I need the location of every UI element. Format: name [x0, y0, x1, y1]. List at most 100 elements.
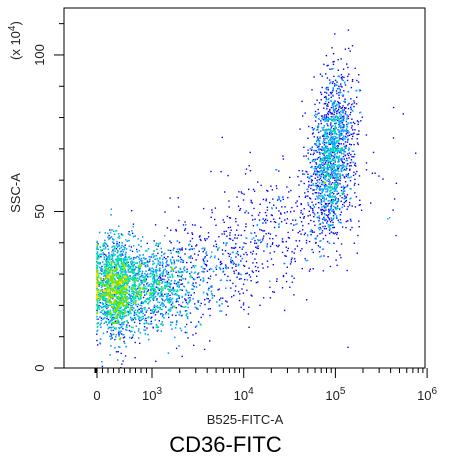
data-point	[277, 245, 279, 248]
data-point	[111, 322, 113, 325]
data-point	[175, 228, 177, 231]
data-point	[98, 293, 100, 295]
data-point	[131, 278, 133, 280]
data-point	[168, 279, 170, 281]
data-point	[260, 241, 263, 243]
data-point	[130, 264, 133, 266]
data-point	[312, 153, 314, 156]
data-point	[267, 266, 269, 268]
data-point	[279, 200, 282, 202]
data-point	[344, 138, 346, 140]
data-point	[130, 210, 133, 212]
data-point	[286, 218, 289, 220]
data-point	[307, 173, 309, 175]
data-point	[342, 68, 345, 70]
data-point	[255, 242, 258, 244]
data-point	[128, 239, 130, 242]
data-point	[165, 295, 168, 297]
data-point	[350, 188, 352, 190]
data-point	[176, 294, 179, 296]
data-point	[333, 113, 335, 116]
data-point	[102, 279, 104, 282]
data-point	[323, 165, 325, 168]
data-point	[121, 315, 123, 318]
data-point	[120, 276, 122, 278]
data-point	[181, 305, 183, 308]
data-point	[382, 178, 384, 180]
data-point	[270, 214, 273, 216]
data-point	[131, 336, 134, 338]
data-point	[320, 203, 323, 206]
data-point	[324, 225, 326, 227]
data-point	[331, 158, 334, 161]
data-point	[320, 208, 322, 211]
data-point	[154, 309, 156, 311]
data-point	[270, 258, 273, 260]
data-point	[370, 202, 372, 204]
data-point	[108, 286, 111, 288]
data-point	[110, 214, 112, 216]
data-point	[338, 130, 341, 132]
data-point	[98, 255, 100, 258]
data-point	[325, 191, 327, 193]
data-point	[169, 240, 171, 242]
data-point	[329, 166, 331, 168]
data-point	[335, 259, 337, 261]
data-point	[184, 298, 186, 300]
data-point	[333, 159, 335, 162]
data-point	[343, 126, 346, 128]
data-point	[354, 162, 356, 165]
data-point	[188, 244, 190, 246]
data-point	[214, 218, 216, 221]
data-point	[148, 267, 151, 269]
data-point	[318, 141, 320, 143]
data-point	[269, 252, 271, 254]
data-point	[339, 179, 341, 182]
data-point	[312, 209, 314, 212]
data-point	[317, 126, 320, 129]
data-point	[317, 227, 320, 229]
data-point	[176, 259, 178, 262]
data-point	[322, 172, 324, 174]
data-point	[321, 75, 323, 77]
data-point	[115, 230, 118, 232]
data-point	[331, 195, 334, 197]
data-point	[196, 276, 199, 279]
data-point	[97, 344, 99, 346]
data-point	[314, 224, 316, 227]
data-point	[140, 259, 142, 262]
data-point	[150, 290, 152, 292]
data-point	[335, 169, 337, 171]
data-point	[334, 33, 336, 35]
data-point	[174, 336, 176, 339]
data-point	[186, 323, 188, 326]
data-point	[337, 88, 339, 90]
data-point	[325, 95, 327, 98]
data-point	[175, 266, 177, 268]
data-point	[271, 214, 273, 217]
data-point	[324, 185, 327, 188]
data-point	[96, 260, 98, 263]
data-point	[270, 185, 272, 187]
data-point	[135, 274, 137, 276]
data-point	[221, 303, 223, 305]
data-point	[295, 223, 297, 226]
data-point	[104, 310, 106, 313]
data-point	[163, 304, 165, 306]
data-point	[158, 280, 160, 282]
data-point	[156, 325, 158, 327]
data-point	[300, 212, 302, 214]
data-point	[333, 145, 335, 147]
data-point	[139, 291, 141, 293]
data-point	[338, 135, 340, 137]
data-point	[142, 236, 144, 238]
data-point	[319, 167, 321, 169]
data-point	[334, 161, 337, 163]
data-point	[340, 116, 343, 118]
data-point	[165, 262, 168, 264]
data-point	[106, 280, 108, 282]
data-point	[313, 220, 315, 223]
data-point	[177, 300, 179, 303]
data-point	[218, 266, 221, 269]
data-point	[195, 286, 198, 288]
